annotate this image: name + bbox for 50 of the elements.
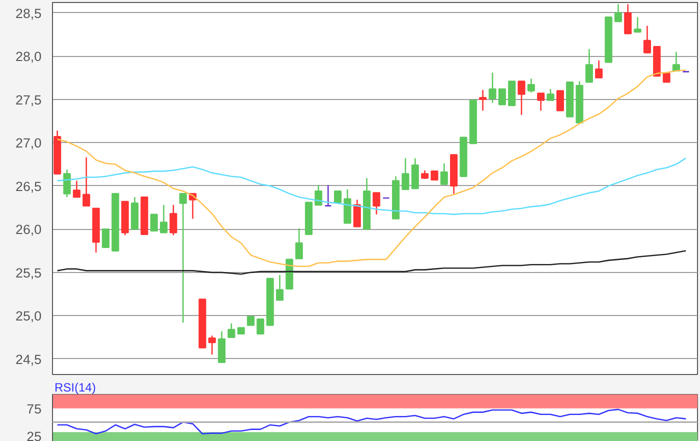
- y-tick-label: 75: [26, 401, 42, 416]
- candlestick: [228, 322, 236, 338]
- candlestick: [634, 16, 642, 33]
- y-tick-label: 25: [26, 428, 42, 441]
- chart-title: RSI(14): [54, 380, 96, 394]
- candlestick: [353, 199, 361, 228]
- candlestick: [556, 90, 564, 112]
- candlestick: [624, 4, 632, 34]
- candlestick: [170, 204, 178, 236]
- candlestick: [324, 184, 332, 206]
- candlestick: [402, 158, 410, 190]
- candlestick: [518, 80, 526, 116]
- y-tick-label: 25,0: [16, 308, 42, 324]
- candlestick: [160, 204, 168, 234]
- line-series: [56, 408, 687, 434]
- y-tick-label: 24,5: [16, 352, 42, 367]
- candlestick: [479, 89, 487, 112]
- y-tick-label: 27,0: [16, 136, 42, 151]
- y-tick-label: 26,0: [16, 222, 42, 238]
- y-tick-label: 28,5: [16, 6, 42, 21]
- candlestick: [372, 192, 380, 216]
- candlestick: [150, 214, 158, 232]
- candlestick: [218, 330, 226, 364]
- candlestick: [537, 92, 545, 112]
- candlestick: [440, 162, 448, 185]
- candlestick: [256, 318, 264, 334]
- candlestick: [527, 78, 535, 94]
- candlestick: [208, 334, 216, 356]
- line-series: [56, 250, 687, 275]
- candlestick: [295, 228, 303, 260]
- candlestick: [102, 228, 110, 248]
- candlestick: [585, 48, 593, 83]
- candlestick: [314, 184, 322, 206]
- y-tick-label: 27,5: [16, 92, 42, 108]
- candlestick: [488, 72, 496, 104]
- candlestick: [276, 274, 284, 301]
- y-tick-label: 26,5: [16, 178, 42, 194]
- y-tick-label: 25,5: [16, 265, 42, 280]
- candlestick: [411, 158, 419, 190]
- candlestick: [643, 25, 652, 54]
- candlestick: [334, 190, 342, 203]
- candlestick: [72, 180, 80, 198]
- candlestick: [498, 88, 506, 106]
- candlestick: [63, 168, 71, 198]
- candlestick: [179, 193, 187, 324]
- y-tick-label: 28,0: [16, 49, 42, 64]
- candlestick: [546, 88, 554, 101]
- candlestick: [595, 60, 603, 78]
- candlestick: [82, 156, 90, 206]
- candlestick: [614, 4, 622, 22]
